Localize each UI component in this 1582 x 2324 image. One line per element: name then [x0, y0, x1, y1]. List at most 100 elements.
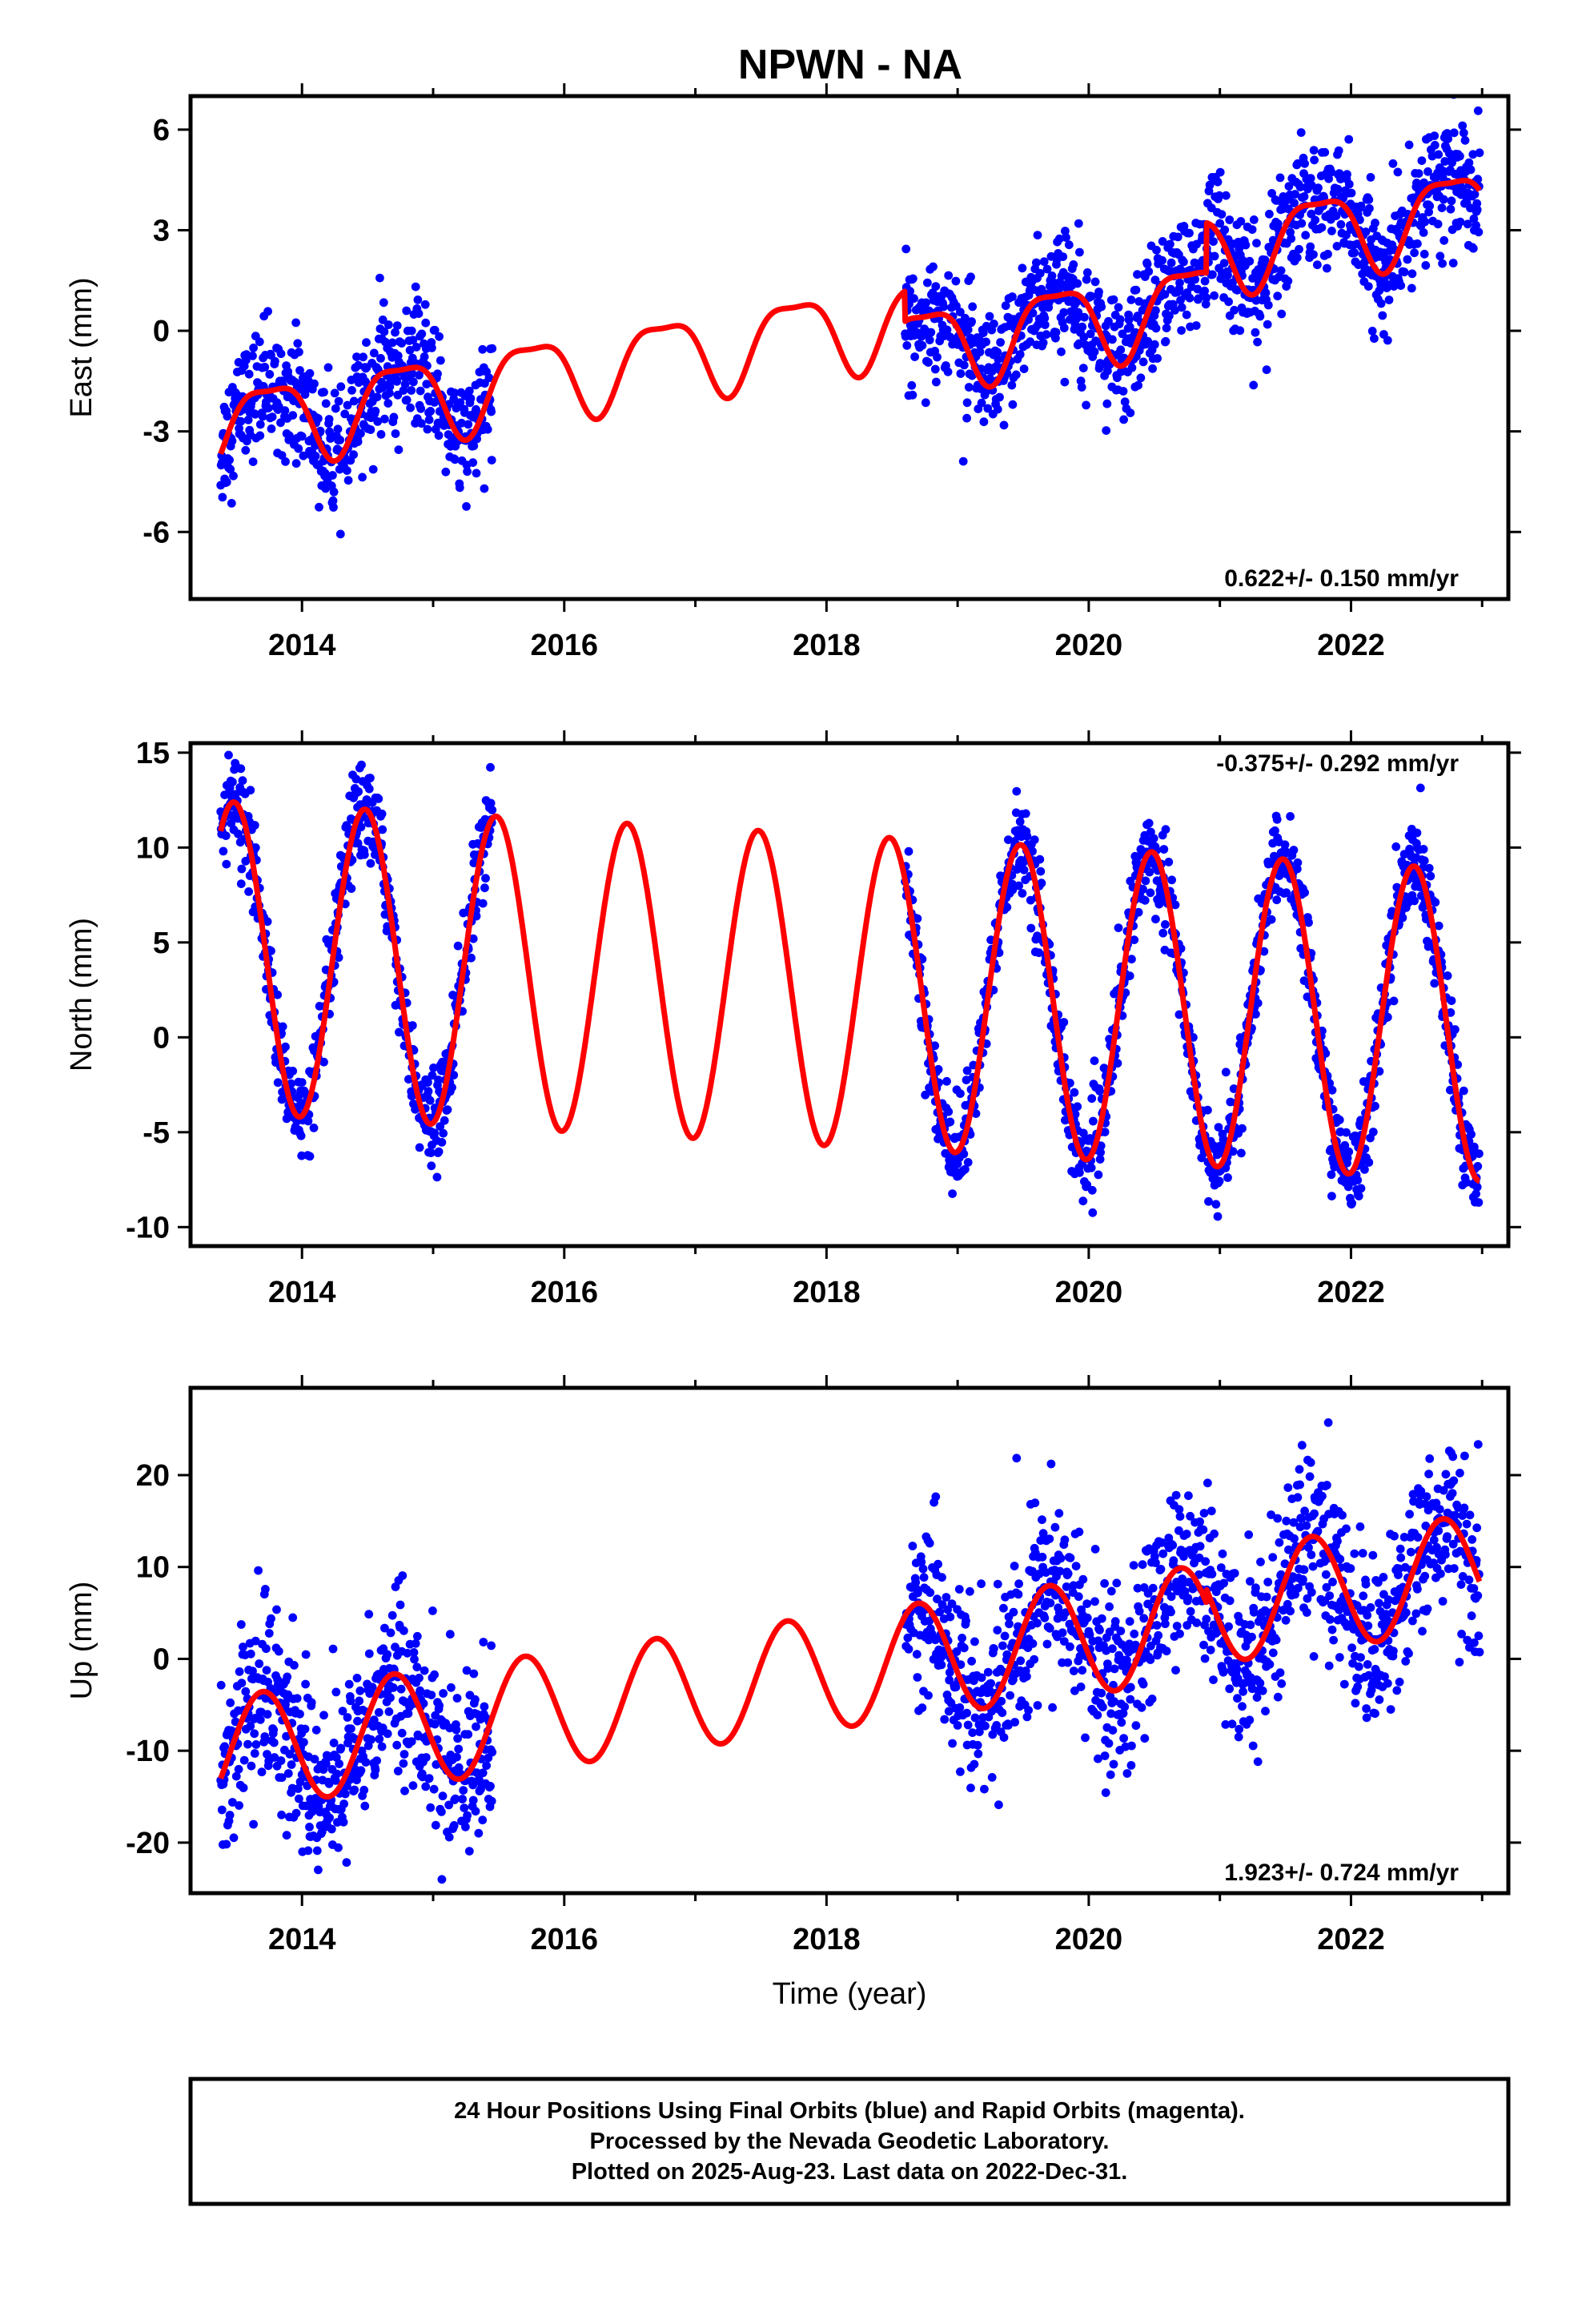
east-xtick-label: 2020 [1055, 629, 1123, 662]
east-data-point [428, 344, 436, 352]
east-data-point [962, 398, 972, 408]
east-data-point [280, 406, 290, 416]
up-data-point [283, 1672, 292, 1682]
east-data-point [1403, 255, 1412, 264]
up-data-point [1131, 1721, 1141, 1731]
east-data-point [1018, 263, 1027, 273]
north-data-point [469, 858, 479, 867]
up-data-point [1209, 1675, 1218, 1685]
east-data-point [1215, 191, 1224, 200]
north-data-point [359, 850, 369, 859]
up-data-point [459, 1786, 468, 1795]
east-data-point [225, 456, 234, 464]
north-data-point [424, 1087, 433, 1096]
east-data-point [472, 468, 481, 478]
east-data-point [1138, 305, 1147, 315]
east-data-point [1347, 188, 1356, 198]
east-data-point [227, 436, 237, 446]
up-data-point [295, 1709, 304, 1719]
east-data-point [251, 409, 260, 419]
north-data-point [959, 1149, 969, 1159]
east-data-point [1177, 326, 1186, 335]
north-data-point [1286, 812, 1295, 821]
north-data-point [427, 1161, 436, 1171]
up-data-point [1048, 1703, 1057, 1712]
east-data-point [1261, 288, 1271, 297]
up-data-point [1095, 1626, 1104, 1634]
north-data-point [1327, 1170, 1336, 1180]
north-data-point [448, 991, 457, 999]
east-data-point [1158, 255, 1166, 265]
up-data-point [1066, 1554, 1075, 1562]
east-data-point [1151, 324, 1161, 333]
east-data-point [1423, 167, 1432, 176]
east-data-point [310, 379, 319, 388]
north-data-point [1021, 809, 1030, 818]
up-data-point [1108, 1726, 1118, 1735]
up-data-point [364, 1610, 374, 1619]
east-data-point [943, 367, 953, 376]
up-data-point [431, 1820, 440, 1830]
north-data-point [1114, 923, 1123, 932]
up-data-point [261, 1585, 270, 1594]
up-data-point [332, 1769, 342, 1779]
east-data-point [1235, 326, 1245, 336]
east-data-point [1430, 131, 1439, 141]
east-data-point [1124, 315, 1134, 324]
north-data-point [930, 1041, 940, 1051]
east-data-point [1327, 167, 1336, 177]
up-data-point [1010, 1562, 1019, 1570]
up-data-point [937, 1660, 946, 1670]
east-data-point [1267, 189, 1276, 198]
north-frame [188, 741, 1511, 1248]
east-data-point [334, 396, 343, 406]
east-data-point [397, 339, 407, 348]
east-data-point [1473, 175, 1483, 184]
up-data-point [282, 1831, 291, 1840]
north-data-point [1229, 1084, 1239, 1093]
north-data-point [237, 864, 247, 874]
north-data-point [244, 887, 253, 896]
up-data-point [1255, 1679, 1265, 1688]
east-data-point [1293, 159, 1303, 168]
up-data-point [228, 1798, 237, 1807]
east-data-point [244, 369, 254, 379]
east-data-point [222, 477, 231, 487]
east-data-point [336, 382, 346, 392]
up-data-point [479, 1638, 488, 1647]
east-data-point [1075, 247, 1084, 257]
east-data-point [963, 325, 973, 335]
east-data-point [457, 418, 466, 428]
up-data-point [1281, 1615, 1291, 1625]
east-data-point [343, 476, 353, 485]
up-data-point [1097, 1688, 1106, 1698]
north-data-point [1412, 828, 1422, 838]
up-data-point [1110, 1617, 1120, 1626]
north-data-point [1096, 1148, 1105, 1157]
east-data-point [1131, 285, 1141, 295]
north-data-point [1415, 783, 1425, 793]
up-data-point [1108, 1644, 1117, 1654]
north-data-point [1088, 1208, 1098, 1217]
up-data-point [1339, 1679, 1349, 1689]
up-data-point [975, 1727, 984, 1736]
north-data-point [356, 822, 366, 832]
east-data-point [1015, 350, 1025, 359]
up-data-point [288, 1613, 298, 1622]
up-data-point [1129, 1561, 1138, 1570]
east-data-point [1133, 270, 1142, 279]
east-data-point [923, 278, 932, 287]
north-data-point [1293, 858, 1303, 867]
up-data-point [222, 1839, 231, 1849]
east-data-point [993, 348, 1002, 357]
up-data-point [1232, 1665, 1242, 1674]
up-data-point [267, 1614, 275, 1623]
up-data-point [272, 1605, 281, 1614]
up-data-point [285, 1750, 295, 1759]
up-data-point [903, 1633, 913, 1642]
up-data-point [1290, 1534, 1299, 1543]
north-data-point [468, 934, 478, 943]
up-data-point [241, 1687, 251, 1696]
up-data-point [324, 1779, 334, 1788]
north-data-point [486, 798, 496, 808]
